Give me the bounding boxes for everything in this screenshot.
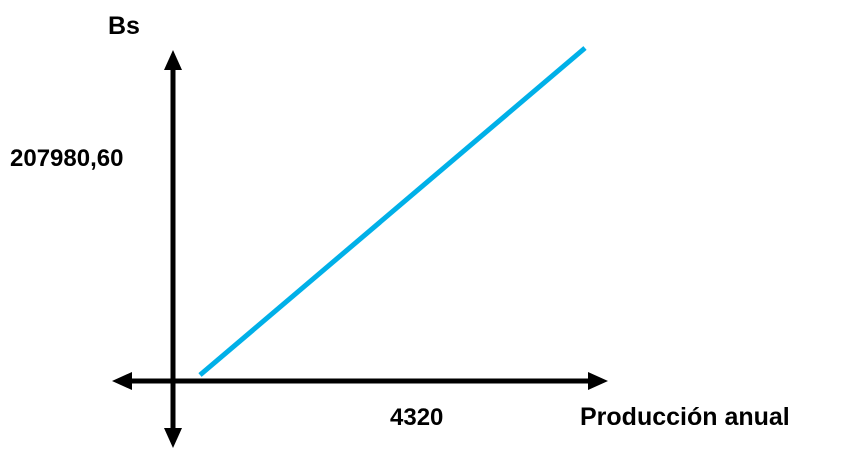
x-axis-left-arrow	[112, 372, 132, 390]
y-tick-label: 207980,60	[10, 145, 123, 172]
x-axis-label: Producción anual	[580, 403, 790, 431]
series-line	[198, 46, 587, 377]
x-tick-label: 4320	[390, 404, 443, 431]
x-axis-right-arrow	[588, 372, 608, 390]
y-axis-top-arrow	[164, 50, 182, 70]
y-axis-bottom-arrow	[164, 428, 182, 448]
y-axis-label: Bs	[108, 12, 140, 40]
